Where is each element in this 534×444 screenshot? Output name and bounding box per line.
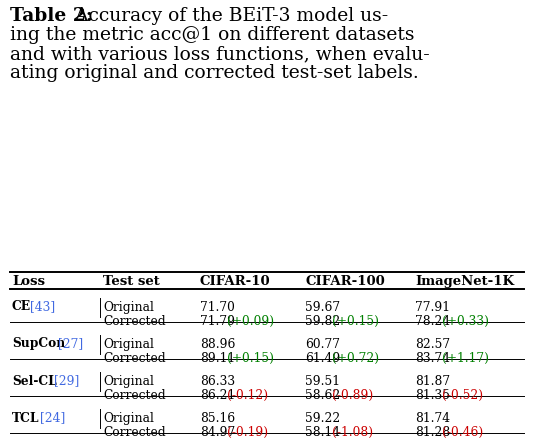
Text: Original: Original	[103, 375, 154, 388]
Text: (+1.17): (+1.17)	[442, 352, 489, 365]
Text: Loss: Loss	[12, 275, 45, 288]
Text: ImageNet-1K: ImageNet-1K	[415, 275, 514, 288]
Text: Corrected: Corrected	[103, 389, 166, 402]
Text: and with various loss functions, when evalu-: and with various loss functions, when ev…	[10, 45, 430, 63]
Text: (-0.46): (-0.46)	[442, 426, 483, 439]
Text: ing the metric acc@1 on different datasets: ing the metric acc@1 on different datase…	[10, 26, 414, 44]
Text: (+0.15): (+0.15)	[227, 352, 274, 365]
Text: Corrected: Corrected	[103, 315, 166, 328]
Text: 71.79: 71.79	[200, 315, 235, 328]
Text: (+0.33): (+0.33)	[442, 315, 489, 328]
Text: TCL: TCL	[12, 412, 40, 424]
Text: Table 2:: Table 2:	[10, 7, 93, 25]
Text: ating original and corrected test-set labels.: ating original and corrected test-set la…	[10, 64, 419, 82]
Text: [27]: [27]	[58, 337, 83, 350]
Text: Original: Original	[103, 301, 154, 314]
Text: Corrected: Corrected	[103, 352, 166, 365]
Text: 81.74: 81.74	[415, 412, 450, 425]
Text: 71.70: 71.70	[200, 301, 235, 314]
Text: (-0.89): (-0.89)	[332, 389, 373, 402]
Text: Original: Original	[103, 412, 154, 425]
Text: 59.67: 59.67	[305, 301, 340, 314]
Text: (-0.19): (-0.19)	[227, 426, 268, 439]
Text: (+0.09): (+0.09)	[227, 315, 274, 328]
Text: Corrected: Corrected	[103, 426, 166, 439]
Text: 83.74: 83.74	[415, 352, 450, 365]
Text: CE: CE	[12, 301, 31, 313]
Text: CIFAR-10: CIFAR-10	[200, 275, 271, 288]
Text: 60.77: 60.77	[305, 338, 340, 351]
Text: Test set: Test set	[103, 275, 160, 288]
Text: 88.96: 88.96	[200, 338, 235, 351]
Text: (-0.12): (-0.12)	[227, 389, 268, 402]
Text: (-0.52): (-0.52)	[442, 389, 483, 402]
Text: 81.35: 81.35	[415, 389, 450, 402]
Text: 82.57: 82.57	[415, 338, 450, 351]
Text: CIFAR-100: CIFAR-100	[305, 275, 385, 288]
Text: Original: Original	[103, 338, 154, 351]
Text: Accuracy of the BEiT-3 model us-: Accuracy of the BEiT-3 model us-	[69, 7, 388, 25]
Text: (-1.08): (-1.08)	[332, 426, 373, 439]
Text: 86.21: 86.21	[200, 389, 235, 402]
Text: 58.62: 58.62	[305, 389, 340, 402]
Text: 81.28: 81.28	[415, 426, 450, 439]
Text: Sel-CL: Sel-CL	[12, 374, 57, 388]
Text: [24]: [24]	[40, 412, 65, 424]
Text: 86.33: 86.33	[200, 375, 235, 388]
Text: [43]: [43]	[30, 301, 55, 313]
Text: 59.22: 59.22	[305, 412, 340, 425]
Text: 81.87: 81.87	[415, 375, 450, 388]
Text: 77.91: 77.91	[415, 301, 450, 314]
Text: 59.82: 59.82	[305, 315, 340, 328]
Text: (+0.15): (+0.15)	[332, 315, 379, 328]
Text: 84.97: 84.97	[200, 426, 235, 439]
Text: 85.16: 85.16	[200, 412, 235, 425]
Text: [29]: [29]	[54, 374, 79, 388]
Text: 58.14: 58.14	[305, 426, 340, 439]
Text: 61.49: 61.49	[305, 352, 340, 365]
Text: 78.24: 78.24	[415, 315, 450, 328]
Text: 89.11: 89.11	[200, 352, 235, 365]
Text: SupCon: SupCon	[12, 337, 65, 350]
Text: 59.51: 59.51	[305, 375, 340, 388]
Text: (+0.72): (+0.72)	[332, 352, 379, 365]
